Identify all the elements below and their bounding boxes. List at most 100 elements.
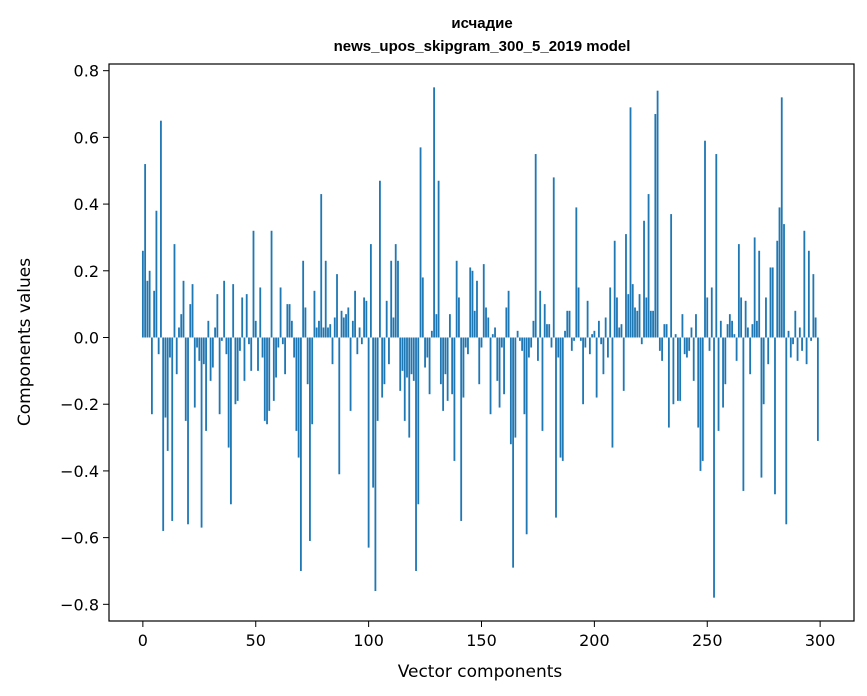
bar: [220, 337, 223, 341]
bar: [731, 320, 733, 338]
bar: [331, 337, 334, 365]
bar: [293, 337, 296, 358]
plot-frame: [108, 63, 855, 622]
bar: [708, 337, 711, 351]
bar: [789, 337, 792, 358]
bar: [749, 337, 752, 375]
bar: [746, 327, 749, 338]
bar: [733, 334, 736, 338]
bar: [622, 337, 625, 391]
bar: [683, 337, 686, 355]
bar: [753, 237, 756, 338]
bar: [611, 337, 614, 448]
bar: [514, 337, 517, 438]
bar: [686, 337, 688, 358]
bar: [227, 337, 230, 448]
bar: [503, 337, 505, 395]
bar: [376, 337, 379, 421]
bar: [365, 300, 368, 338]
bar: [338, 337, 341, 475]
bar: [706, 297, 709, 338]
bar: [166, 337, 169, 451]
bar: [419, 147, 422, 338]
bar: [765, 297, 767, 338]
bar: [403, 337, 406, 421]
bar: [214, 327, 217, 338]
bar: [448, 314, 451, 338]
bar: [437, 180, 440, 338]
bar: [518, 337, 521, 341]
bar: [613, 240, 616, 338]
y-tick-label: 0.2: [74, 262, 99, 281]
bar: [674, 334, 677, 338]
x-tick-label: 50: [246, 631, 266, 650]
bar: [356, 337, 359, 355]
bar: [550, 337, 553, 348]
bar: [507, 290, 510, 338]
bar: [742, 337, 745, 491]
y-tick-label: 0.6: [74, 128, 99, 147]
bar: [428, 337, 431, 395]
bar: [564, 330, 566, 338]
bar: [347, 307, 350, 338]
bar: [758, 250, 761, 338]
bar: [726, 324, 729, 338]
bar: [336, 274, 338, 338]
bar: [171, 337, 174, 521]
bar: [521, 337, 524, 351]
bar: [559, 337, 562, 458]
bar: [604, 317, 607, 338]
bar: [435, 314, 438, 338]
bar: [272, 337, 275, 401]
bar: [162, 337, 165, 531]
bar: [516, 330, 519, 338]
bar: [627, 294, 630, 338]
bar: [263, 337, 266, 421]
bar: [500, 337, 503, 348]
bar: [473, 310, 476, 338]
bar: [275, 337, 277, 378]
x-axis-label: Vector components: [398, 662, 563, 682]
bar: [408, 337, 411, 438]
bar: [476, 280, 478, 338]
bar: [410, 337, 413, 375]
bar: [667, 337, 670, 428]
bar: [259, 287, 262, 338]
bar: [573, 337, 575, 341]
bar: [342, 317, 345, 338]
bar: [302, 260, 305, 338]
bar: [297, 337, 300, 458]
bar: [415, 337, 417, 571]
bar: [397, 260, 399, 338]
bar: [665, 324, 668, 338]
bar: [374, 337, 377, 591]
x-tick-label: 200: [579, 631, 610, 650]
bar: [252, 230, 255, 338]
bar: [281, 337, 284, 345]
bar: [178, 327, 180, 338]
bar: [236, 337, 239, 401]
bar: [769, 267, 772, 338]
bar: [417, 337, 420, 505]
bar: [444, 337, 447, 375]
bar: [248, 337, 250, 345]
bar: [207, 320, 210, 338]
bar: [645, 297, 648, 338]
bar: [446, 337, 449, 401]
bar: [184, 337, 187, 421]
bar: [349, 337, 352, 411]
bar: [250, 337, 253, 371]
bar: [469, 267, 472, 338]
bar: [588, 337, 591, 355]
bar: [245, 294, 248, 338]
bar: [478, 337, 481, 385]
bar: [340, 310, 343, 338]
bar: [577, 287, 580, 338]
bar: [148, 270, 151, 338]
bar: [647, 194, 650, 338]
bar: [649, 310, 652, 338]
bar: [196, 337, 198, 348]
bar: [442, 337, 445, 411]
bar: [710, 287, 713, 338]
bar: [182, 280, 185, 338]
